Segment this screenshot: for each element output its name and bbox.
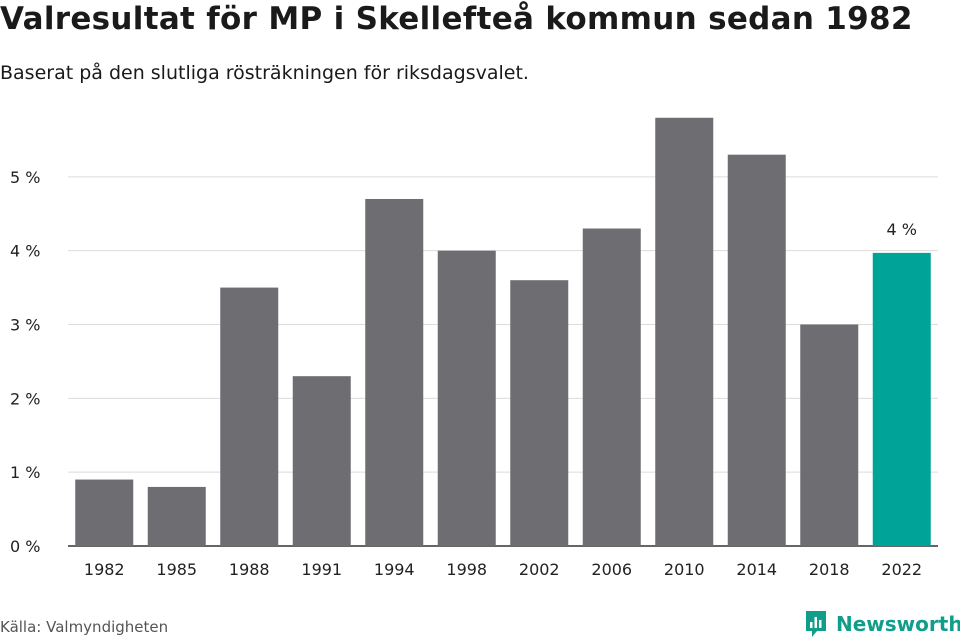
bar-1988 (220, 287, 279, 546)
y-tick-label: 1 % (10, 463, 40, 482)
x-tick-label: 1991 (301, 560, 342, 579)
x-tick-label: 2014 (736, 560, 777, 579)
x-tick-label: 2018 (809, 560, 850, 579)
x-tick-label: 2010 (664, 560, 705, 579)
grid-lines (68, 176, 938, 547)
x-tick-label: 1985 (156, 560, 197, 579)
x-tick-label: 1982 (84, 560, 125, 579)
bar-1998 (437, 250, 496, 546)
brand-name: Newsworthy (836, 612, 960, 636)
x-tick-label: 2002 (519, 560, 560, 579)
x-tick-label: 2006 (591, 560, 632, 579)
data-label: 4 % (887, 220, 917, 239)
bar-1982 (75, 479, 134, 546)
bar-2006 (582, 228, 641, 546)
bar-2018 (800, 324, 859, 546)
bar-1991 (292, 376, 351, 546)
bar-2022 (872, 252, 931, 547)
brand-logo: Newsworthy (804, 608, 960, 640)
chart-subtitle: Baserat på den slutliga rösträkningen fö… (0, 62, 529, 84)
y-tick-label: 0 % (10, 537, 40, 556)
source-note: Källa: Valmyndigheten (0, 618, 169, 636)
bar-1985 (147, 486, 206, 546)
x-tick-label: 2022 (881, 560, 922, 579)
x-tick-label: 1988 (229, 560, 270, 579)
y-tick-label: 5 % (10, 168, 40, 187)
labels: 0 % 1 % 2 % 3 % 4 % 5 % 1982 1985 1988 1991 1994 19… (10, 168, 922, 579)
x-tick-label: 1998 (446, 560, 487, 579)
chart-title: Valresultat för MP i Skellefteå kommun s… (0, 1, 913, 37)
bar-2014 (727, 154, 786, 546)
x-tick-label: 1994 (374, 560, 415, 579)
bar-1994 (365, 198, 424, 546)
bars (75, 117, 931, 547)
bar-2010 (655, 117, 714, 547)
y-tick-label: 3 % (10, 316, 40, 335)
y-tick-label: 2 % (10, 389, 40, 408)
bar-2002 (510, 280, 569, 546)
newsworthy-logo-icon (806, 611, 826, 637)
y-tick-label: 4 % (10, 242, 40, 261)
